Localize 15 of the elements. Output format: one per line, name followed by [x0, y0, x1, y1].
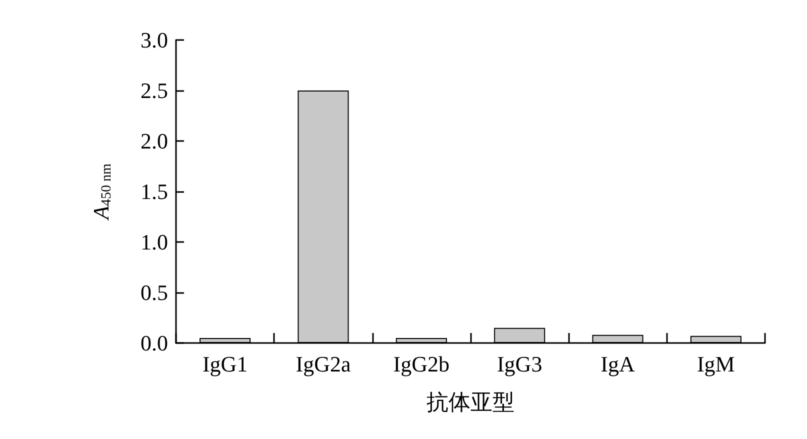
y-tick-label: 3.0: [140, 28, 168, 52]
y-tick-label: 0.5: [140, 280, 168, 305]
x-tick-label: IgG2a: [296, 352, 351, 376]
y-axis-title: A450 nm: [88, 163, 114, 222]
y-tick-label: 1.5: [140, 179, 168, 204]
y-tick-label: 0.0: [140, 330, 168, 356]
x-axis-title: 抗体亚型: [426, 390, 514, 414]
x-tick-label: IgG1: [202, 352, 248, 376]
x-tick-label: IgM: [696, 352, 735, 376]
y-tick-label: 2.0: [140, 128, 168, 154]
x-tick-label: IgG2b: [393, 352, 450, 376]
x-tick-label: IgG3: [496, 352, 542, 376]
y-tick-label: 1.0: [140, 230, 168, 254]
y-tick-label: 2.5: [140, 78, 168, 103]
x-tick-label: IgA: [600, 352, 635, 376]
